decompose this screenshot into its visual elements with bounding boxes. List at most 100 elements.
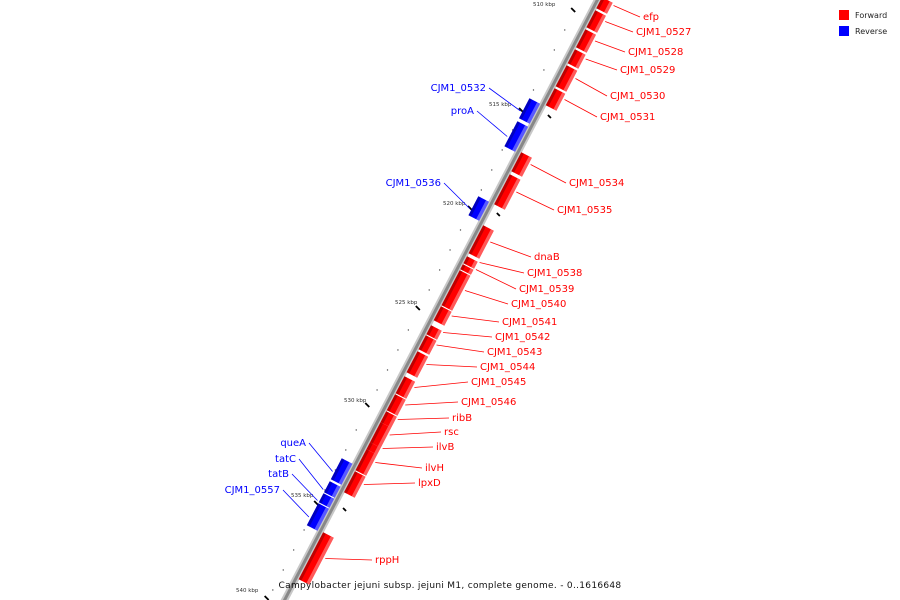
gene-label: ilvB xyxy=(436,442,454,453)
minor-tick xyxy=(543,69,545,71)
gene-body xyxy=(433,306,452,326)
minor-tick xyxy=(501,149,503,151)
gene-block xyxy=(406,351,429,378)
gene-leader-line xyxy=(308,442,333,472)
gene-label: CJM1_0534 xyxy=(569,178,624,189)
gene-body xyxy=(355,449,378,476)
gene-body xyxy=(504,121,529,152)
gene-highlight xyxy=(471,260,478,269)
gene-body xyxy=(576,29,597,53)
gene-block xyxy=(576,29,597,53)
major-tick xyxy=(313,500,319,506)
major-tick xyxy=(364,402,370,408)
gene-body xyxy=(306,503,329,531)
major-tick xyxy=(570,7,576,13)
gene-leader-line xyxy=(325,558,373,561)
minor-tick xyxy=(438,269,441,271)
gene-label: rsc xyxy=(444,427,459,438)
gene-block xyxy=(318,493,335,508)
minor-tick xyxy=(303,529,305,531)
gene-highlight xyxy=(414,355,429,378)
gene-shade xyxy=(504,121,521,148)
gene-body xyxy=(324,481,341,498)
gene-leader-line xyxy=(464,290,509,305)
gene-body xyxy=(318,493,335,508)
gene-body xyxy=(596,0,613,14)
genome-backbone xyxy=(280,0,602,600)
gene-block xyxy=(366,442,381,455)
gene-label: CJM1_0538 xyxy=(527,268,582,279)
gene-shade xyxy=(380,411,389,424)
gene-shade xyxy=(370,422,384,444)
gene-block xyxy=(324,481,341,498)
gene-body xyxy=(406,351,429,378)
gene-label: CJM1_0546 xyxy=(461,397,516,408)
gene-shade xyxy=(418,335,429,351)
gene-highlight xyxy=(326,497,335,508)
gene-body xyxy=(468,225,494,259)
gene-body xyxy=(494,174,521,210)
gene-leader-line xyxy=(575,78,608,97)
gene-block xyxy=(567,49,586,69)
gene-leader-line xyxy=(363,482,416,485)
gene-label: CJM1_0541 xyxy=(502,317,557,328)
gene-block xyxy=(494,174,521,210)
gene-highlight xyxy=(394,398,406,416)
legend-swatch-forward xyxy=(839,10,849,20)
gene-leader-line xyxy=(426,364,478,368)
gene-leader-line xyxy=(530,164,567,184)
gene-leader-line xyxy=(605,21,634,33)
major-tick xyxy=(547,114,552,119)
gene-body xyxy=(386,394,406,416)
gene-label: rppH xyxy=(375,555,399,566)
gene-shade xyxy=(386,394,398,412)
gene-block xyxy=(330,458,353,485)
gene-leader-line xyxy=(585,58,618,71)
gene-leader-line xyxy=(476,110,508,137)
gene-highlight xyxy=(351,475,366,498)
major-tick xyxy=(415,305,421,311)
gene-block xyxy=(355,449,378,476)
gene-leader-line xyxy=(389,431,442,436)
minor-tick xyxy=(292,549,295,551)
gene-highlight xyxy=(449,274,471,311)
legend-label-reverse: Reverse xyxy=(855,27,887,36)
gene-label: CJM1_0536 xyxy=(386,178,441,189)
legend-label-forward: Forward xyxy=(855,11,887,20)
minor-tick xyxy=(386,369,389,371)
tick-label: 510 kbp xyxy=(533,2,556,8)
gene-label: CJM1_0535 xyxy=(557,205,612,216)
gene-block xyxy=(518,98,541,124)
gene-leader-line xyxy=(475,269,517,290)
tick-label: 535 kbp xyxy=(291,493,314,499)
gene-body xyxy=(344,471,366,498)
gene-shade xyxy=(433,306,444,322)
minor-tick xyxy=(428,289,430,291)
gene-highlight xyxy=(467,268,474,275)
gene-shade xyxy=(555,65,570,88)
gene-leader-line xyxy=(613,5,641,18)
gene-label: CJM1_0544 xyxy=(480,362,535,373)
tick-label: 530 kbp xyxy=(344,398,367,404)
gene-block xyxy=(460,264,474,275)
gene-highlight xyxy=(575,53,586,69)
tick-label: 540 kbp xyxy=(236,588,259,594)
tick-label: 520 kbp xyxy=(443,201,466,207)
gene-block xyxy=(468,225,494,259)
gene-label: ilvH xyxy=(425,463,444,474)
gene-label: CJM1_0557 xyxy=(225,485,280,496)
gene-shade xyxy=(518,98,533,120)
gene-label: CJM1_0543 xyxy=(487,347,542,358)
gene-labels: efp CJM1_0527 CJM1_0528 CJM1_0529 CJM1_0530 C… xyxy=(225,5,691,566)
gene-leader-line xyxy=(443,182,470,209)
gene-shade xyxy=(468,225,486,255)
gene-label: ribB xyxy=(452,413,472,424)
gene-highlight xyxy=(476,229,494,259)
gene-label: CJM1_0540 xyxy=(511,299,566,310)
gene-highlight xyxy=(403,380,416,399)
gene-shade xyxy=(395,376,408,395)
minor-tick xyxy=(376,389,378,391)
gene-body xyxy=(426,325,442,340)
minor-tick xyxy=(553,49,556,51)
gene-label: CJM1_0542 xyxy=(495,332,550,343)
